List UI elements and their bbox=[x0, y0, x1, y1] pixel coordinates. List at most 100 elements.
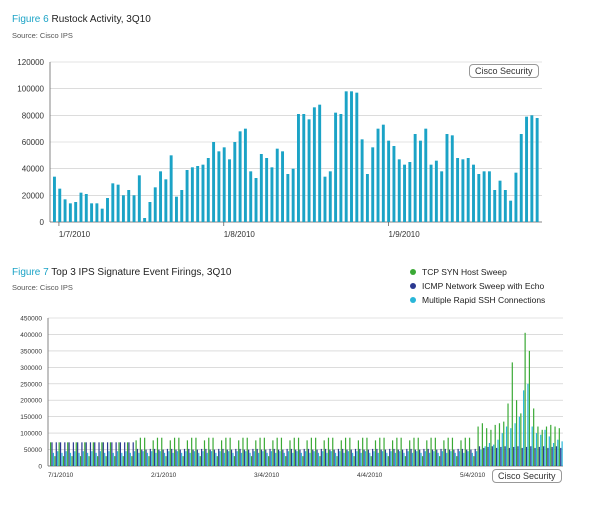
bar-series-1 bbox=[162, 449, 164, 466]
bar-series-1 bbox=[282, 449, 284, 466]
bar-series-1 bbox=[333, 449, 335, 466]
x-tick-label: 5/4/2010 bbox=[460, 472, 486, 479]
bar-series-0 bbox=[464, 437, 466, 466]
bar-series-2 bbox=[223, 452, 225, 466]
bar-series-2 bbox=[523, 390, 525, 466]
bar-series-0 bbox=[118, 442, 120, 466]
bar-series-1 bbox=[175, 449, 177, 466]
bar bbox=[159, 171, 163, 222]
bar-series-0 bbox=[212, 437, 214, 466]
bar bbox=[90, 203, 94, 222]
bar-series-1 bbox=[132, 442, 134, 466]
bar-series-2 bbox=[232, 452, 234, 466]
bar bbox=[148, 202, 152, 222]
bar bbox=[175, 196, 178, 222]
bar-series-0 bbox=[114, 456, 116, 466]
bar-series-2 bbox=[206, 452, 208, 466]
legend-label-icmp: ICMP Network Sweep with Echo bbox=[422, 281, 545, 291]
bar bbox=[434, 160, 438, 222]
bar bbox=[190, 167, 194, 222]
bar-series-1 bbox=[226, 449, 228, 466]
bar-series-2 bbox=[381, 451, 384, 466]
figure6-cisco-security-badge: Cisco Security bbox=[469, 64, 539, 78]
bar bbox=[100, 208, 104, 222]
figure6-title-text: Rustock Activity, 3Q10 bbox=[51, 14, 151, 25]
bar-series-0 bbox=[280, 437, 283, 466]
bar bbox=[514, 172, 518, 222]
bar-series-2 bbox=[112, 452, 114, 466]
bar bbox=[371, 147, 375, 222]
bar-series-2 bbox=[552, 442, 555, 466]
bar-series-2 bbox=[480, 449, 482, 466]
bar-series-1 bbox=[106, 442, 109, 466]
bar-series-1 bbox=[470, 449, 472, 466]
bar-series-0 bbox=[434, 437, 436, 466]
bar-series-2 bbox=[343, 452, 345, 466]
bar-series-1 bbox=[68, 442, 70, 466]
bar-series-2 bbox=[467, 451, 469, 466]
bar bbox=[249, 171, 253, 222]
bar-series-0 bbox=[379, 437, 381, 466]
bar-series-1 bbox=[337, 448, 340, 466]
bar-series-0 bbox=[203, 440, 206, 466]
bar-series-2 bbox=[390, 451, 392, 466]
bar-series-2 bbox=[104, 452, 106, 466]
bar-series-2 bbox=[86, 452, 89, 466]
bar-series-1 bbox=[183, 448, 186, 466]
figure6-source: Source: Cisco IPS bbox=[12, 31, 73, 40]
bar bbox=[206, 158, 210, 222]
bar-series-0 bbox=[306, 440, 308, 466]
bar-series-1 bbox=[286, 448, 288, 466]
bar-series-2 bbox=[296, 451, 298, 466]
bar-series-1 bbox=[440, 448, 442, 466]
bar bbox=[217, 151, 221, 222]
bar-series-1 bbox=[513, 446, 515, 466]
bar-series-0 bbox=[332, 437, 334, 466]
bar-series-2 bbox=[373, 451, 375, 466]
bar-series-1 bbox=[483, 447, 485, 466]
bar-series-1 bbox=[500, 446, 502, 466]
bar-series-1 bbox=[115, 442, 117, 466]
bar-series-0 bbox=[92, 442, 94, 466]
bar-series-1 bbox=[59, 442, 62, 466]
bar bbox=[397, 159, 401, 222]
bar bbox=[169, 155, 173, 222]
bar-series-1 bbox=[534, 447, 536, 466]
bar-series-1 bbox=[354, 448, 357, 466]
bar bbox=[487, 171, 491, 222]
bar-series-0 bbox=[430, 437, 432, 466]
bar-series-2 bbox=[52, 452, 54, 466]
bar-series-1 bbox=[85, 442, 87, 466]
bar-series-0 bbox=[426, 440, 428, 466]
bar-series-0 bbox=[156, 437, 159, 466]
bar-series-0 bbox=[122, 456, 124, 466]
bar bbox=[143, 218, 147, 222]
bar-series-2 bbox=[65, 451, 67, 466]
bar-series-1 bbox=[252, 448, 254, 466]
y-tick-label: 60000 bbox=[22, 138, 45, 147]
bar-series-1 bbox=[551, 446, 553, 466]
bar-series-1 bbox=[295, 449, 297, 466]
bar-series-0 bbox=[268, 456, 270, 466]
bar-series-0 bbox=[165, 456, 167, 466]
bar-series-0 bbox=[383, 437, 385, 466]
bar-series-1 bbox=[397, 449, 399, 466]
bar-series-0 bbox=[315, 437, 317, 466]
bar bbox=[201, 164, 205, 222]
bar-series-1 bbox=[423, 448, 425, 466]
bar-series-2 bbox=[163, 452, 166, 466]
bar bbox=[228, 159, 231, 222]
bar bbox=[350, 91, 353, 222]
bar-series-0 bbox=[558, 428, 560, 466]
bar bbox=[456, 158, 460, 222]
bar-series-2 bbox=[424, 451, 426, 466]
bar-series-1 bbox=[376, 448, 378, 466]
bar-series-0 bbox=[62, 456, 65, 466]
bar-series-0 bbox=[238, 440, 240, 466]
bar-series-2 bbox=[253, 451, 255, 466]
bar-series-0 bbox=[439, 456, 441, 466]
bar-series-0 bbox=[456, 456, 458, 466]
figure7-label: Figure 7 bbox=[12, 267, 49, 278]
bar-series-0 bbox=[101, 442, 103, 466]
